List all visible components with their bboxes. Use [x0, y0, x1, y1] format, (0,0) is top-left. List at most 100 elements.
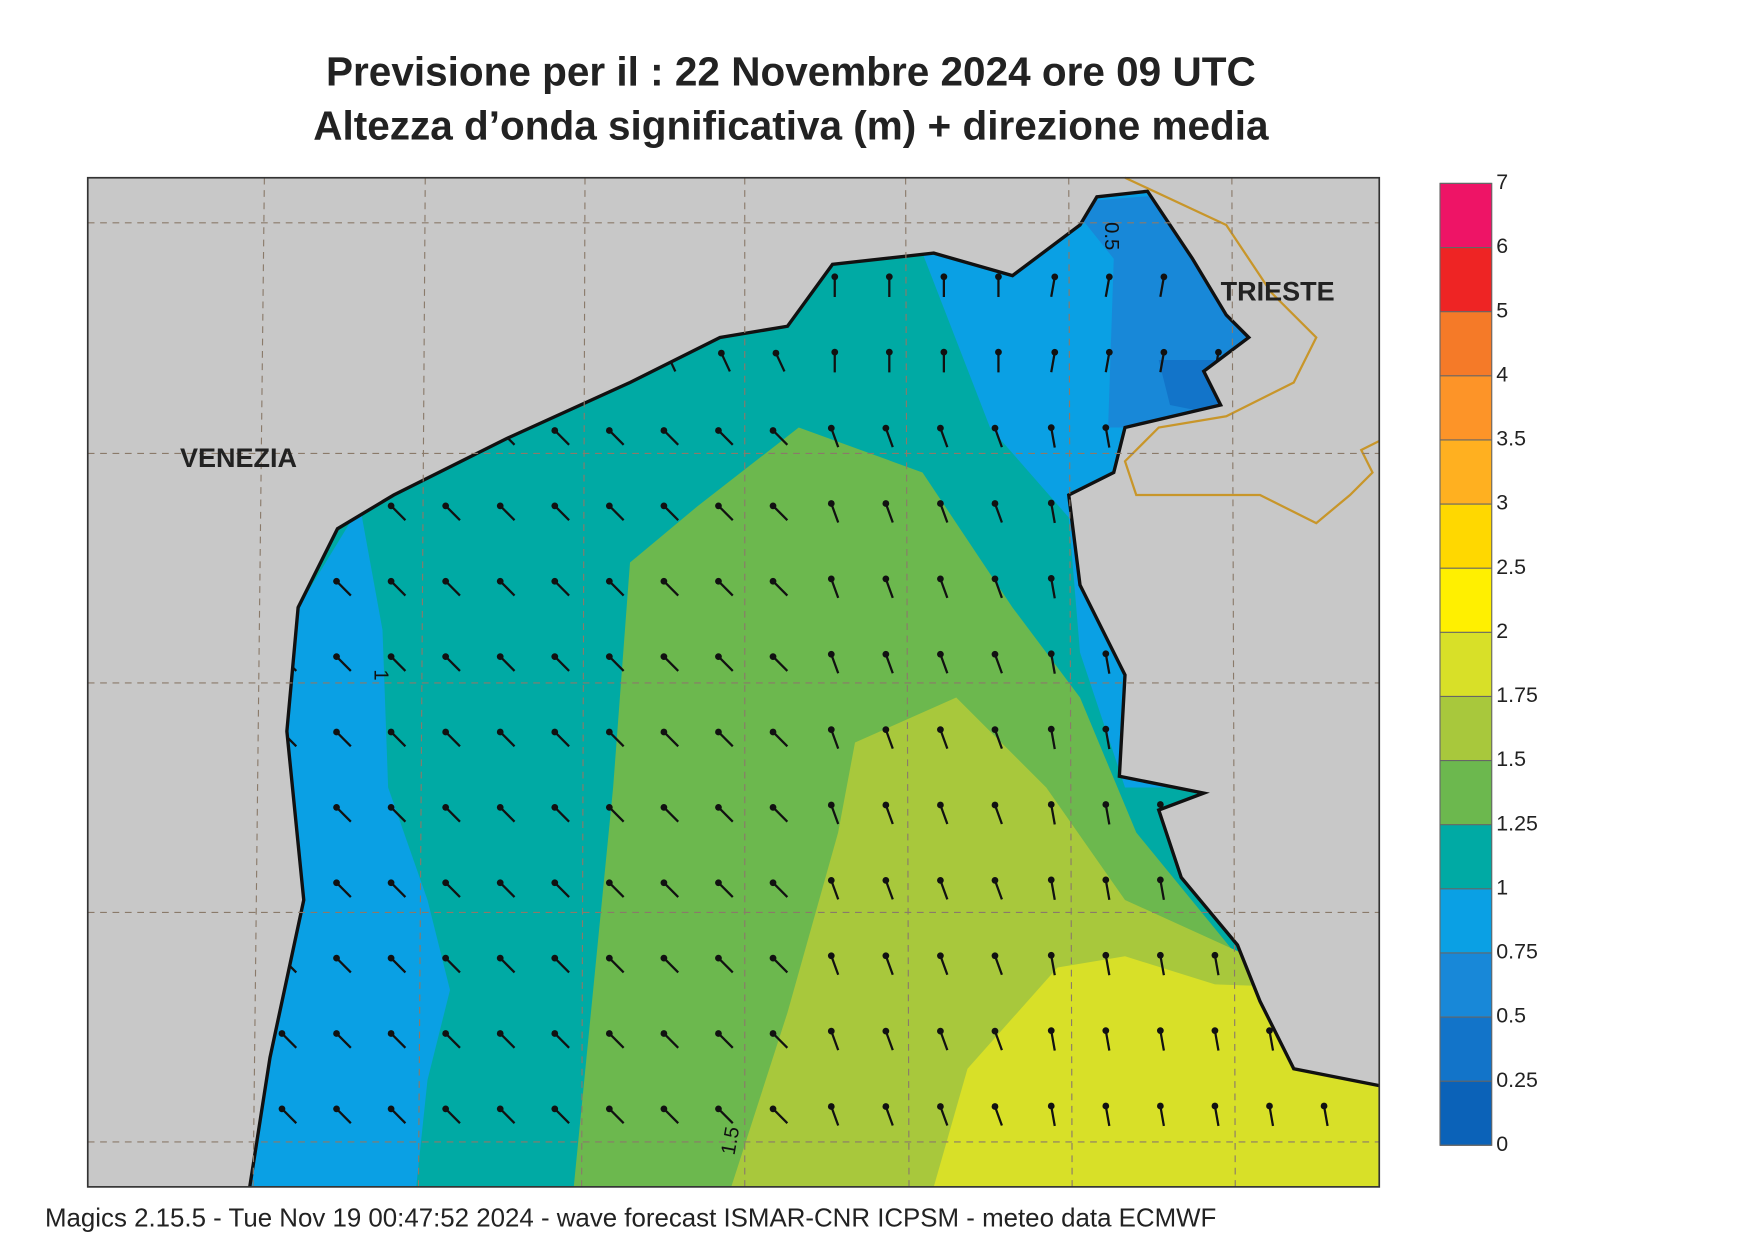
- arrow-shaft: [663, 505, 680, 521]
- arrow: [1104, 273, 1113, 298]
- arrow: [885, 273, 893, 298]
- arrow-shaft: [663, 1108, 680, 1124]
- arrow-shaft: [608, 580, 625, 597]
- arrow-head: [442, 954, 450, 962]
- arrow-head: [1047, 575, 1055, 582]
- arrow: [605, 803, 625, 823]
- arrow: [827, 650, 840, 674]
- arrow: [605, 502, 625, 521]
- colorbar-tick-label: 0.25: [1496, 1068, 1538, 1092]
- arrow: [1047, 876, 1056, 901]
- arrow-shaft: [1104, 427, 1111, 448]
- arrow-head: [660, 728, 668, 736]
- arrow-shaft: [390, 806, 407, 823]
- arrow: [660, 879, 680, 898]
- arrow: [387, 502, 407, 521]
- arrow: [1211, 1102, 1220, 1127]
- arrow: [660, 954, 680, 974]
- arrow: [1102, 951, 1111, 976]
- arrow-shaft: [830, 955, 840, 976]
- colorbar-tick-label: 0: [1496, 1132, 1508, 1156]
- arrow: [769, 954, 789, 974]
- arrow-head: [333, 728, 340, 736]
- arrow-shaft: [939, 1030, 949, 1051]
- arrow-head: [387, 879, 395, 887]
- arrow-shaft: [663, 881, 680, 898]
- arrow-head: [660, 577, 668, 585]
- arrow: [660, 803, 680, 823]
- arrow: [827, 801, 840, 825]
- arrow-head: [991, 726, 999, 733]
- arrow-head: [769, 879, 777, 887]
- arrow-head: [769, 577, 777, 585]
- frame: [86, 176, 1381, 1188]
- arrow: [885, 348, 893, 373]
- arrow: [442, 1030, 461, 1049]
- colorbar-band: [1440, 311, 1492, 376]
- arrow-head: [937, 726, 944, 733]
- border: [1123, 176, 1380, 525]
- arrow-head: [1160, 348, 1168, 356]
- arrow: [442, 653, 461, 672]
- arrow-head: [1266, 1102, 1273, 1110]
- arrow: [1047, 725, 1056, 750]
- arrow-head: [1105, 273, 1113, 281]
- arrow-head: [333, 1105, 340, 1113]
- arrow: [1102, 1102, 1111, 1127]
- arrow: [827, 500, 840, 523]
- arrow-shaft: [444, 731, 461, 748]
- arrow-shaft: [884, 653, 894, 674]
- colorbar-band: [1440, 888, 1492, 953]
- arrow-shaft: [390, 957, 407, 974]
- arrow-head: [605, 728, 613, 736]
- arrow-shaft: [608, 1108, 625, 1124]
- colorbar: 0 0.25 0.5 0.75 1 1.25 1.5 1.75 2 2.5 3 3.5 4 5 6 7: [1439, 170, 1538, 1156]
- arrow-head: [827, 500, 835, 507]
- arrow-shaft: [663, 580, 680, 597]
- arrow-shaft: [939, 879, 949, 900]
- arrow-head: [660, 879, 668, 887]
- arrow: [1159, 273, 1168, 298]
- arrow-head: [660, 653, 668, 660]
- arrow: [551, 1030, 570, 1049]
- arrow: [1266, 1102, 1275, 1127]
- arrow-head: [496, 803, 504, 811]
- arrow: [551, 502, 570, 521]
- arrow-shaft: [1050, 427, 1056, 448]
- arrow-head: [827, 726, 835, 733]
- arrow-head: [387, 728, 395, 736]
- arrow-head: [937, 650, 944, 658]
- arrow: [995, 348, 1002, 373]
- arrow: [278, 1030, 298, 1049]
- arrow-shaft: [717, 505, 734, 521]
- colorbar-tick-label: 2.5: [1496, 555, 1526, 579]
- arrow-head: [496, 1105, 504, 1113]
- arrow: [496, 653, 516, 672]
- arrow: [882, 1027, 894, 1051]
- arrow-head: [387, 1105, 395, 1113]
- arrow: [442, 803, 461, 823]
- arrow-head: [1156, 1027, 1164, 1035]
- arrow-shaft: [939, 427, 949, 448]
- arrow: [991, 952, 1003, 976]
- arrow-head: [1102, 1027, 1110, 1035]
- arrow-head: [882, 500, 890, 507]
- arrow-head: [827, 952, 835, 960]
- arrow-head: [1211, 1102, 1219, 1110]
- arrow: [442, 577, 461, 597]
- arrow: [442, 728, 461, 748]
- contour-label: 1.5: [718, 1125, 745, 1157]
- arrow: [717, 349, 731, 372]
- colorbar-band: [1440, 1017, 1492, 1082]
- arrow-shaft: [335, 881, 352, 898]
- arrow-head: [333, 803, 340, 811]
- arrow: [442, 502, 461, 521]
- coastline: [248, 189, 1380, 1188]
- arrow: [660, 502, 680, 521]
- arrow: [937, 500, 949, 523]
- arrow: [551, 954, 570, 974]
- arrow-head: [551, 1105, 559, 1113]
- arrow: [1102, 1027, 1111, 1051]
